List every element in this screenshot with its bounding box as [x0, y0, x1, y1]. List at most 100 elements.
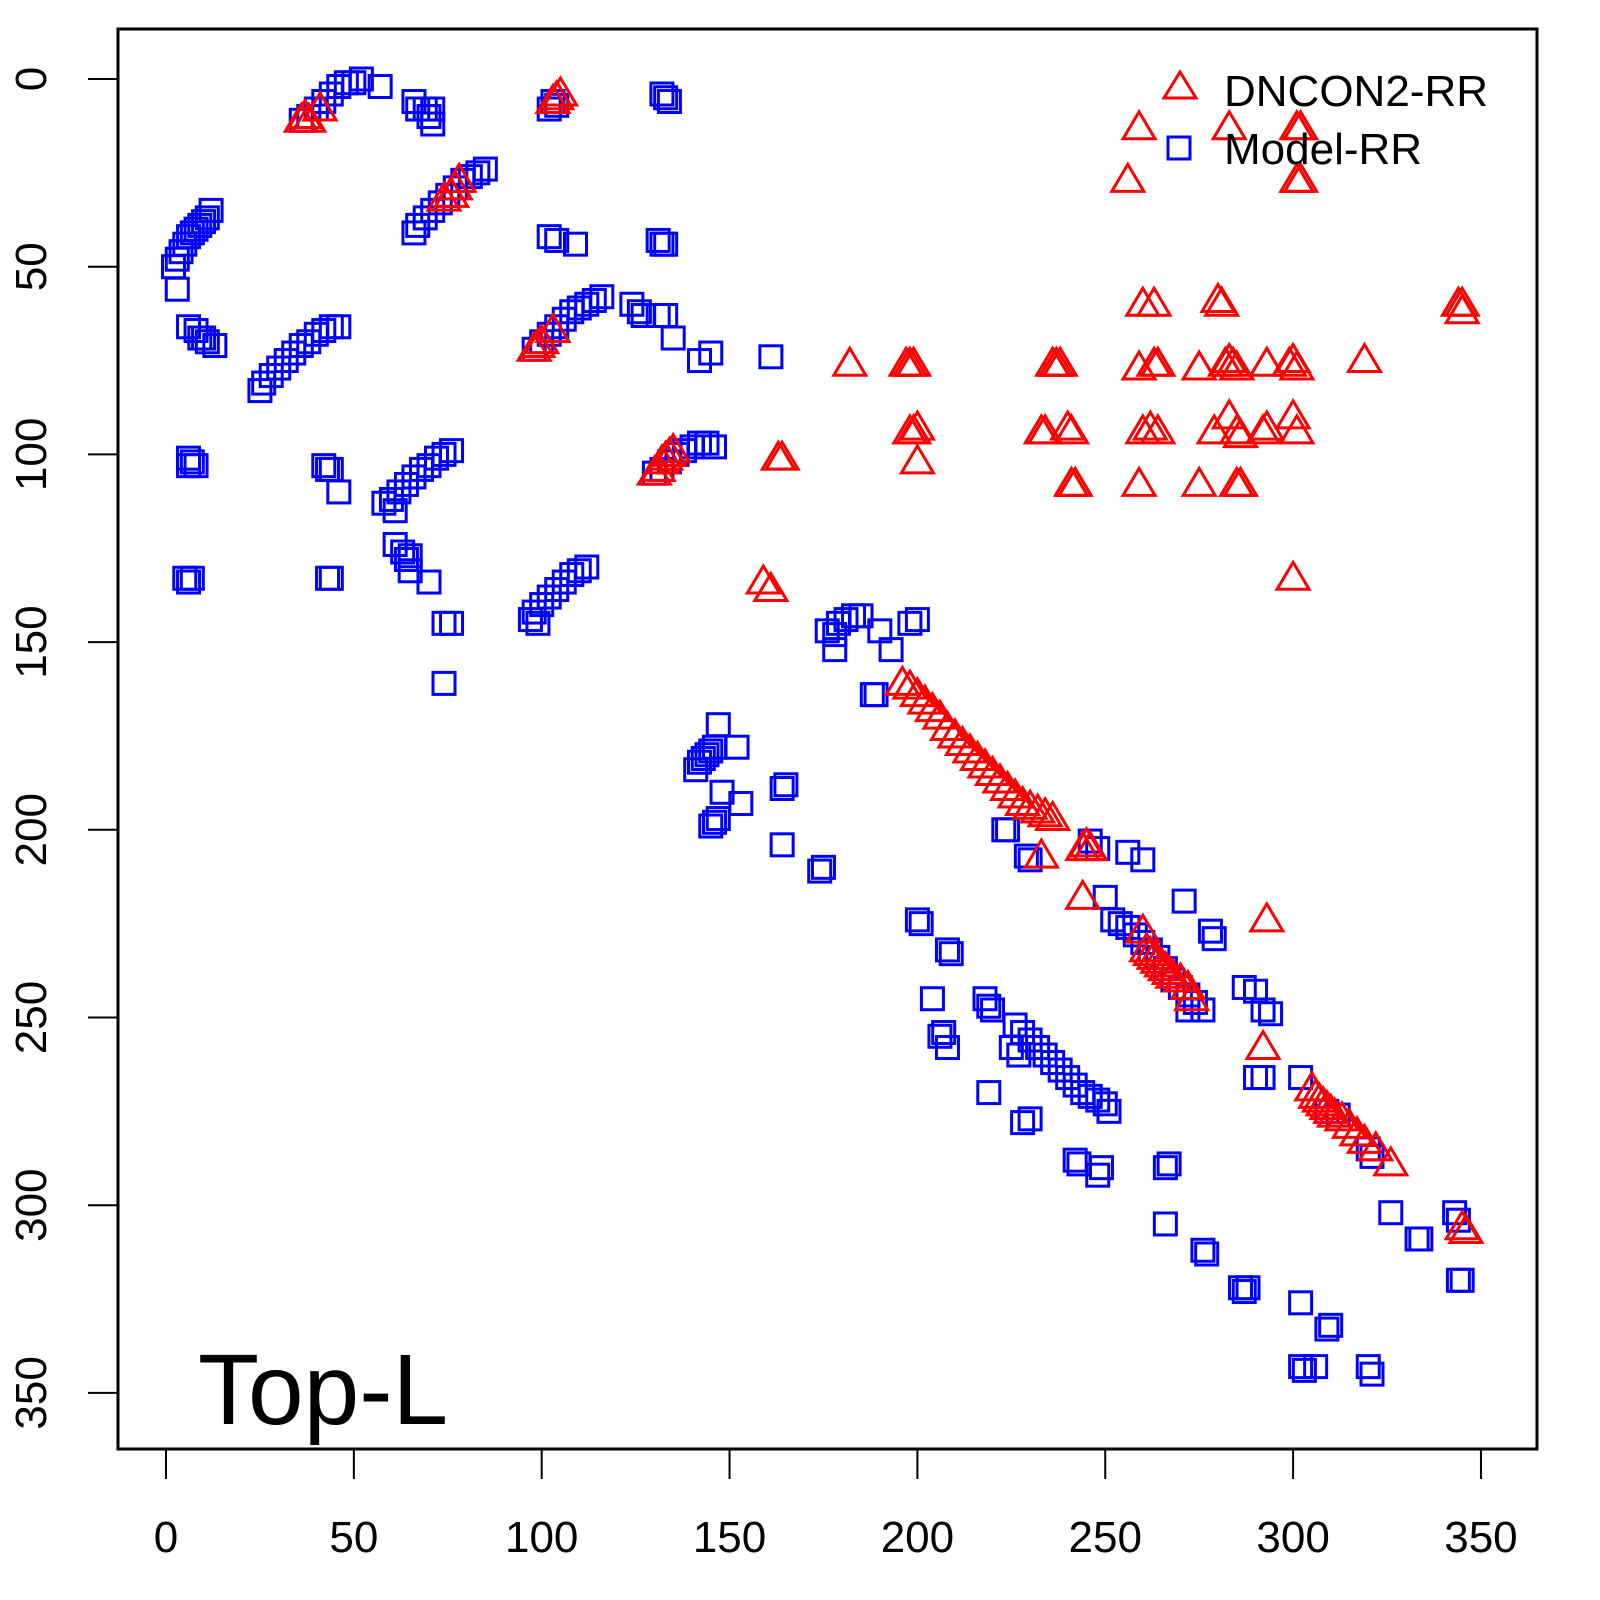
model-rr-point [529, 592, 555, 618]
model-rr-point [980, 997, 1006, 1023]
model-rr-point [1171, 888, 1197, 914]
model-rr-point [897, 610, 923, 636]
model-rr-point [191, 325, 217, 351]
dncon2-rr-point [943, 724, 982, 756]
y-tick-label: 50 [7, 242, 56, 291]
model-rr-point [1235, 1275, 1261, 1301]
dncon2-rr-point [1180, 349, 1218, 381]
model-rr-point [705, 712, 731, 738]
model-rr-point [326, 314, 352, 340]
model-rr-point [1359, 1361, 1385, 1387]
model-rr-point [367, 74, 393, 100]
model-rr-point [1355, 1354, 1381, 1380]
model-rr-point [1152, 1155, 1178, 1181]
series-dncon2-rr [282, 75, 1485, 1244]
x-tick-label: 0 [154, 1513, 178, 1562]
model-rr-point [1006, 1042, 1032, 1068]
data-points [161, 66, 1485, 1387]
model-rr-point [544, 577, 570, 603]
model-rr-point [698, 340, 724, 366]
model-rr-point [1032, 1042, 1058, 1068]
legend-triangle-icon [1161, 69, 1199, 100]
dncon2-rr-point [1169, 968, 1207, 1000]
model-rr-point [934, 937, 960, 963]
model-rr-point [311, 318, 337, 344]
model-rr-point [416, 569, 442, 595]
dncon2-rr-point [936, 717, 974, 749]
model-rr-point [574, 291, 600, 317]
dncon2-rr-point [290, 101, 328, 133]
model-rr-point [1025, 1035, 1051, 1061]
dncon2-rr-point [973, 754, 1012, 786]
dncon2-rr-point [1218, 349, 1256, 381]
model-rr-point [397, 543, 423, 569]
dncon2-rr-point [1139, 345, 1177, 377]
dncon2-rr-point [1180, 465, 1218, 497]
model-rr-point [472, 156, 498, 182]
model-rr-point [1288, 1354, 1314, 1380]
model-rr-point [1201, 926, 1227, 952]
dncon2-rr-point [1195, 412, 1233, 445]
legend-label-dncon2: DNCON2-RR [1224, 67, 1488, 116]
model-rr-point [1085, 1162, 1111, 1188]
dncon2-rr-point [1161, 961, 1200, 993]
model-rr-point [878, 637, 904, 663]
model-rr-point [1231, 1279, 1257, 1305]
model-rr-point [645, 227, 671, 253]
dncon2-rr-point [883, 664, 922, 696]
dncon2-rr-point [1323, 1099, 1361, 1132]
x-tick-label: 250 [1069, 1513, 1142, 1562]
model-rr-point [382, 498, 408, 524]
y-tick-label: 100 [7, 418, 56, 491]
model-rr-point [1130, 847, 1156, 873]
dncon2-rr-point [898, 675, 937, 708]
model-rr-point [525, 610, 551, 636]
model-rr-point [179, 565, 205, 591]
model-rr-point [251, 370, 277, 396]
model-rr-point [581, 287, 607, 313]
model-rr-point [995, 817, 1021, 843]
model-rr-point [758, 344, 784, 370]
model-rr-point [1449, 1267, 1475, 1293]
model-rr-point [1197, 918, 1223, 944]
dncon2-rr-point [831, 345, 869, 377]
dncon2-rr-point [1041, 345, 1079, 377]
model-rr-point [420, 111, 446, 137]
model-rr-point [702, 434, 728, 460]
model-rr-point [1115, 839, 1141, 865]
model-rr-point [164, 276, 190, 302]
y-tick-label: 200 [7, 793, 56, 866]
model-rr-point [439, 438, 465, 464]
model-rr-point [266, 355, 292, 381]
model-rr-point [1318, 1312, 1344, 1338]
dncon2-rr-point [966, 747, 1004, 779]
model-rr-point [702, 809, 728, 835]
model-rr-point [544, 227, 570, 253]
legend-square-icon [1166, 135, 1192, 161]
model-rr-point [773, 772, 799, 798]
model-rr-point [653, 85, 679, 111]
model-rr-point [1408, 1226, 1434, 1252]
model-rr-point [1378, 1200, 1404, 1226]
model-rr-point [1190, 1237, 1216, 1263]
model-rr-point [822, 637, 848, 663]
model-rr-point [810, 854, 836, 880]
model-rr-point [1243, 1065, 1269, 1091]
dncon2-rr-point [1022, 837, 1061, 869]
dncon2-rr-point [1173, 979, 1211, 1012]
model-rr-point [348, 66, 374, 92]
model-rr-point [1092, 1091, 1118, 1117]
model-rr-point [1047, 1057, 1073, 1083]
model-rr-point [536, 584, 562, 610]
model-rr-point [694, 430, 720, 456]
dncon2-rr-point [1221, 416, 1260, 449]
dncon2-rr-point [1274, 559, 1312, 591]
dncon2-rr-point [1443, 285, 1481, 317]
x-tick-label: 200 [881, 1513, 954, 1562]
dncon2-rr-point [1003, 784, 1042, 817]
model-rr-point [566, 558, 592, 584]
dncon2-rr-point [541, 75, 580, 107]
model-rr-point [574, 554, 600, 580]
model-rr-point [1250, 997, 1276, 1023]
